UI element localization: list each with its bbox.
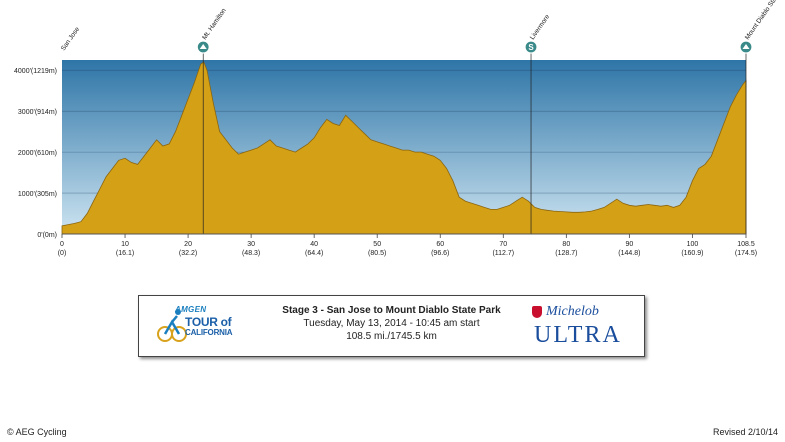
x-tick-label-mi: 100 <box>687 241 699 248</box>
y-tick-label: 0'(0m) <box>37 232 57 239</box>
cyclist-logo-icon <box>157 309 187 342</box>
revised-date: Revised 2/10/14 <box>712 427 778 437</box>
logo-brand-text: AMGEN <box>175 305 207 314</box>
stage-distance: 108.5 mi./1745.5 km <box>346 331 437 342</box>
sponsor-main-text: ULTRA <box>534 322 622 348</box>
stage-date: Tuesday, May 13, 2014 - 10:45 am start <box>303 318 480 329</box>
location-label: Mount Diablo State Park <box>744 0 785 41</box>
x-tick-label-mi: 0 <box>60 241 64 248</box>
sponsor-logo: Michelob ULTRA <box>524 302 634 350</box>
sponsor-crest-icon <box>532 306 542 318</box>
x-axis-labels: 0 (0) 10 (16.1) 20 (32.2) 30 (48.3) 40 (64.4) 50 (8… <box>58 234 757 257</box>
mountain-shape <box>742 44 750 49</box>
location-label: Livermore <box>529 13 552 41</box>
x-tick-label-mi: 40 <box>310 241 318 248</box>
x-tick-label-km: (48.3) <box>242 250 260 257</box>
x-tick-label-km: (0) <box>58 250 67 257</box>
y-tick-label: 1000'(305m) <box>18 191 57 198</box>
x-tick-label-km: (174.5) <box>735 250 757 257</box>
kom-icon <box>739 40 753 54</box>
tour-logo: AMGEN TOUR of CALIFORNIA <box>157 302 257 348</box>
x-tick-label-mi: 108.5 <box>737 241 755 248</box>
logo-line1: TOUR of <box>185 315 232 329</box>
x-tick-label-mi: 60 <box>436 241 444 248</box>
marker-lines <box>202 53 747 234</box>
x-tick-label-km: (96.6) <box>431 250 449 257</box>
x-tick-label-mi: 80 <box>562 241 570 248</box>
mountain-shape <box>199 44 207 49</box>
y-tick-label: 3000'(914m) <box>18 109 57 116</box>
x-tick-label-km: (112.7) <box>492 250 514 257</box>
stage-info-box: AMGEN TOUR of CALIFORNIA Stage 3 - San J… <box>138 295 645 357</box>
x-tick-label-km: (144.8) <box>618 250 640 257</box>
x-tick-label-mi: 30 <box>247 241 255 248</box>
y-tick-label: 4000'(1219m) <box>14 68 57 75</box>
stage-details: Stage 3 - San Jose to Mount Diablo State… <box>269 304 514 343</box>
x-tick-label-km: (160.9) <box>681 250 703 257</box>
y-axis-labels: 0'(0m) 1000'(305m) 2000'(610m) 3000'(914m) 4… <box>14 68 57 239</box>
location-label: San Jose <box>60 26 81 53</box>
x-tick-label-km: (128.7) <box>555 250 577 257</box>
copyright-text: © AEG Cycling <box>7 427 67 437</box>
sprint-icon: S <box>524 40 538 54</box>
sponsor-top-text: Michelob <box>546 304 599 319</box>
x-tick-label-km: (64.4) <box>305 250 323 257</box>
stage-title: Stage 3 - San Jose to Mount Diablo State… <box>282 305 501 316</box>
x-tick-label-mi: 10 <box>121 241 129 248</box>
x-tick-label-km: (16.1) <box>116 250 134 257</box>
location-annotations: San Jose Mt. Hamilton S Livermore Mount Diab… <box>60 0 785 54</box>
x-tick-label-km: (80.5) <box>368 250 386 257</box>
y-tick-label: 2000'(610m) <box>18 150 57 157</box>
x-tick-label-km: (32.2) <box>179 250 197 257</box>
elevation-chart: 0'(0m) 1000'(305m) 2000'(610m) 3000'(914m) 4… <box>14 0 785 257</box>
x-tick-label-mi: 20 <box>184 241 192 248</box>
marker-circle <box>524 40 538 54</box>
kom-icon <box>196 40 210 54</box>
elevation-profile-area <box>61 61 747 235</box>
x-tick-label-mi: 90 <box>625 241 633 248</box>
sprint-letter: S <box>528 43 534 52</box>
logo-line2: CALIFORNIA <box>185 328 233 337</box>
x-tick-label-mi: 50 <box>373 241 381 248</box>
location-label: Mt. Hamilton <box>201 7 228 41</box>
x-tick-label-mi: 70 <box>499 241 507 248</box>
